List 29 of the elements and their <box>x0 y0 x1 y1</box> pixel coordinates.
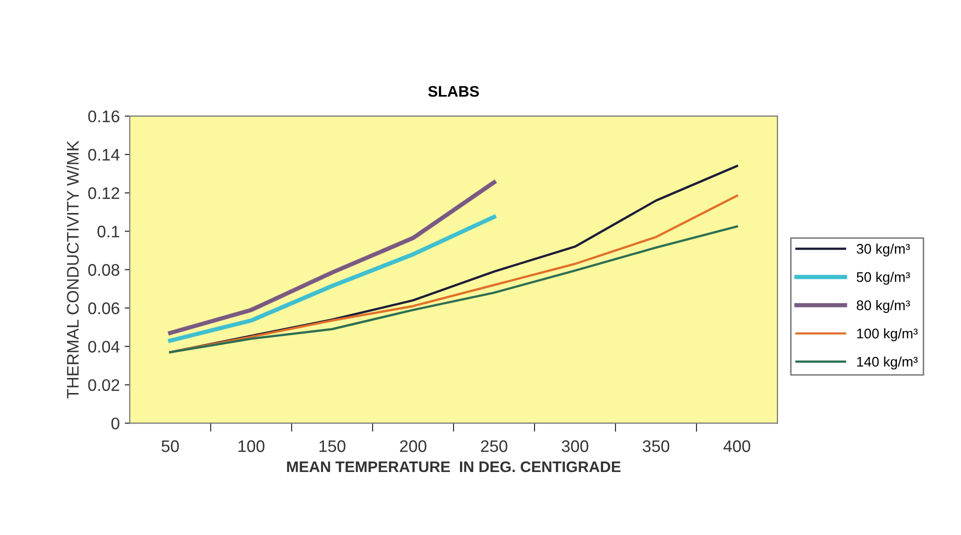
y-axis-title: THERMAL CONDUCTIVITY W/MK <box>66 140 79 398</box>
y-tick-label: 0.08 <box>88 264 120 276</box>
legend-label: 50 kg/m³ <box>856 272 910 285</box>
x-tick-label: 300 <box>562 440 588 452</box>
x-tick-label: 100 <box>238 440 264 452</box>
y-tick-label: 0.16 <box>88 110 120 122</box>
legend-label: 80 kg/m³ <box>856 300 910 313</box>
y-tick-label: 0.12 <box>88 187 120 200</box>
legend-label: 30 kg/m³ <box>856 244 910 257</box>
legend-label: 100 kg/m³ <box>857 328 918 342</box>
y-tick-label: 0.04 <box>88 340 120 353</box>
y-tick-label: 0.14 <box>88 148 120 161</box>
line-series <box>169 194 738 354</box>
x-tick-label: 400 <box>723 440 750 452</box>
line-series <box>168 180 496 336</box>
y-tick-label: 0.02 <box>88 379 120 391</box>
legend-label: 140 kg/m³ <box>857 356 918 370</box>
line-series <box>169 225 738 354</box>
y-tick-label: 0 <box>111 418 120 430</box>
x-tick-label: 150 <box>320 440 346 452</box>
chart-title: SLABS <box>428 86 479 97</box>
x-axis-title: MEAN TEMPERATURE IN DEG. CENTIGRADE <box>287 461 620 472</box>
x-tick-label: 50 <box>162 440 179 452</box>
y-tick-label: 0.1 <box>97 226 120 238</box>
x-tick-label: 350 <box>642 440 670 452</box>
x-tick-label: 250 <box>481 440 508 452</box>
x-tick-label: 200 <box>400 440 426 452</box>
line-series <box>168 214 496 343</box>
y-tick-label: 0.06 <box>88 302 120 314</box>
